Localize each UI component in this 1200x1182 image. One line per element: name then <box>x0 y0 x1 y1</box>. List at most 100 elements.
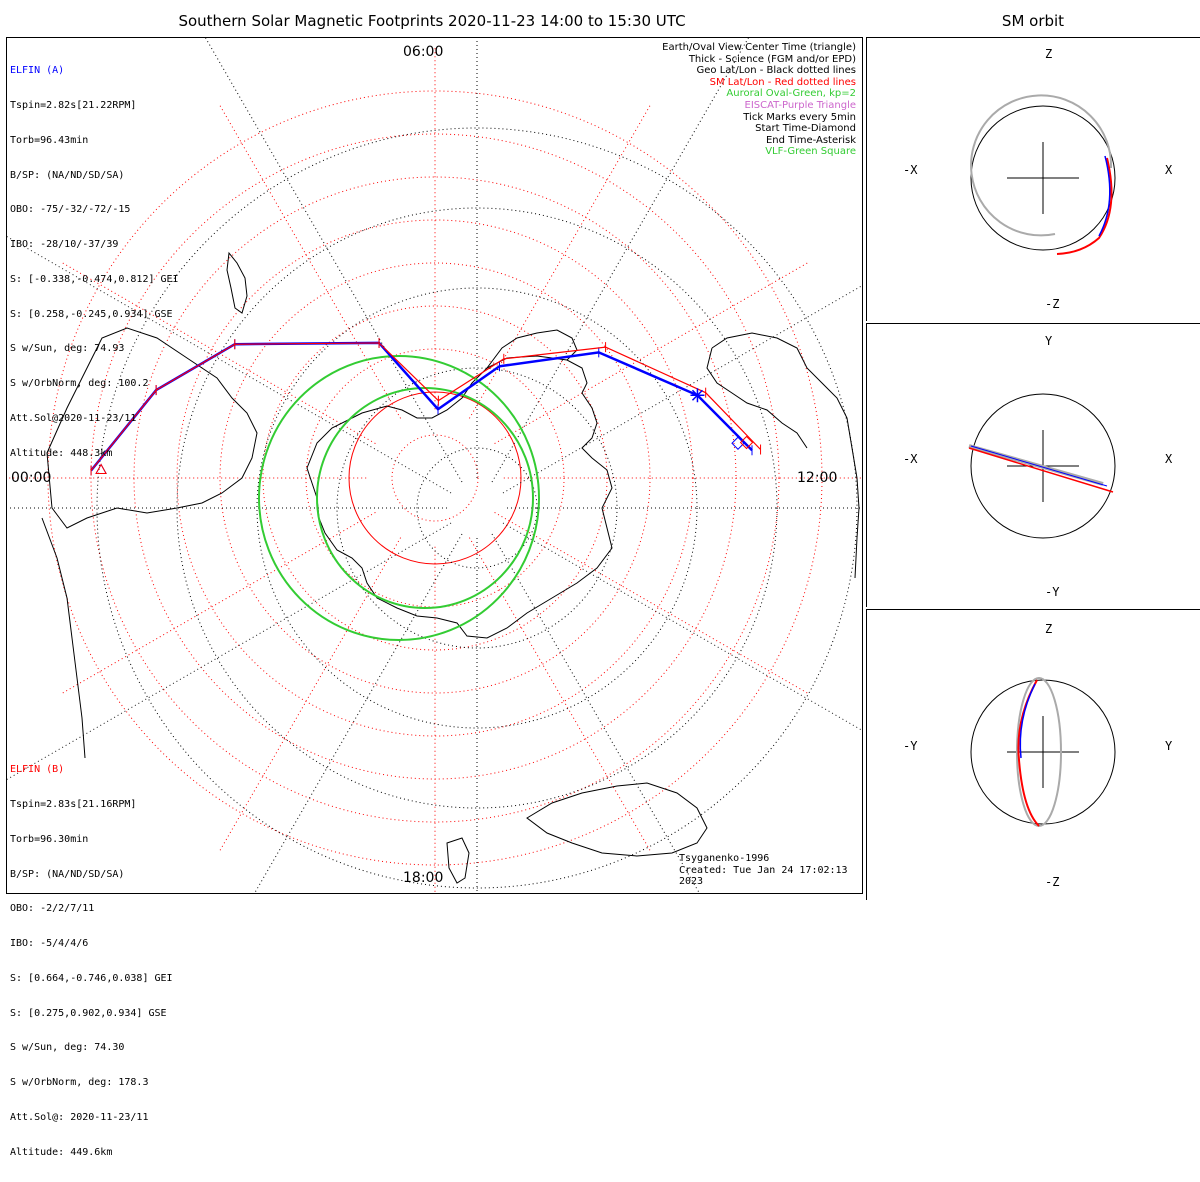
elfin-a-line: S w/OrbNorm, deg: 100.2 <box>10 378 149 390</box>
sm-latitude-circle <box>90 133 780 823</box>
xz-model-orbit <box>970 94 1113 237</box>
elfin-a-line: S w/Sun, deg: 74.93 <box>10 343 125 355</box>
elfin-b-view-triangle <box>95 463 107 474</box>
peninsula-coast <box>486 329 578 369</box>
elfin-a-line: Torb=96.43min <box>10 134 89 146</box>
geo-latitude-circle <box>416 447 538 569</box>
model-name: Tsyganenko-1996 <box>679 853 770 865</box>
xz-tick-z: Z <box>1045 47 1052 61</box>
antarctica-coast <box>306 355 613 639</box>
credits: Tsyganenko-1996 Created: Tue Jan 24 17:0… <box>679 853 862 888</box>
sm-orbit-xy-plot: Y -Y -X X <box>903 334 1173 599</box>
legend-item: Start Time-Diamond <box>755 123 856 135</box>
geo-grid <box>7 38 862 893</box>
sm-longitude-line <box>494 511 808 694</box>
elfin-b-line: S w/OrbNorm, deg: 178.3 <box>10 1077 149 1089</box>
elfin-b-info: ELFIN (B) Tspin=2.83s[21.16RPM] Torb=96.… <box>10 741 173 1182</box>
elfin-b-line: S: [0.664,-0.746,0.038] GEI <box>10 972 173 984</box>
sm-longitude-grid <box>7 48 862 893</box>
orbit-title: SM orbit <box>1001 12 1065 30</box>
auroral-oval-inner <box>316 387 534 609</box>
legend-item: Geo Lat/Lon - Black dotted lines <box>696 65 856 77</box>
elfin-b-line: B/SP: (NA/ND/SD/SA) <box>10 868 125 880</box>
yz-elfin-a-orbit <box>1019 683 1036 759</box>
elfin-b-line: Att.Sol@: 2020-11-23/11 <box>10 1112 149 1123</box>
australia-coast <box>46 327 258 529</box>
sm-orbit-xz-panel: Z -Z -X X <box>866 37 1200 321</box>
sm-latitude-circle <box>262 305 608 651</box>
polar-plot <box>7 38 862 893</box>
auroral-oval <box>258 355 540 641</box>
legend-item: Tick Marks every 5min <box>743 111 856 123</box>
sm-longitude-line <box>494 262 808 445</box>
geo-latitude-circle <box>96 127 858 889</box>
xy-elfin-a-orbit <box>970 445 1108 487</box>
legend: Earth/Oval View Center Time (triangle) T… <box>662 42 856 158</box>
xz-tick-minus-x: -X <box>903 163 918 177</box>
xy-tick-minus-x: -X <box>903 452 918 466</box>
xz-elfin-a-orbit <box>1098 155 1111 237</box>
geo-longitude-line <box>254 533 463 893</box>
elfin-b-track <box>90 342 761 471</box>
madagascar-coast <box>446 837 470 884</box>
elfin-a-line: Altitude: 448.3km <box>10 447 113 459</box>
elfin-b-line: IBO: -5/4/4/6 <box>10 938 89 950</box>
sm-latitude-circle <box>176 219 694 737</box>
geo-latitude-circle <box>176 207 778 809</box>
elfin-a-line: Tspin=2.82s[21.22RPM] <box>10 99 137 111</box>
africa-coast <box>526 782 708 857</box>
geo-latitude-circle <box>336 367 618 649</box>
sm-latitude-circle <box>391 434 479 522</box>
elfin-a-line: IBO: -28/10/-37/39 <box>10 239 119 251</box>
xz-tick-minus-z: -Z <box>1045 297 1059 311</box>
footprint-map-panel: ELFIN (A) Tspin=2.82s[21.22RPM] Torb=96.… <box>6 37 863 1158</box>
sm-orbit-xz-plot: Z -Z -X X <box>903 47 1173 311</box>
patagonia-coast <box>706 347 808 449</box>
xy-tick-y: Y <box>1045 334 1053 348</box>
sm-latitude-circle <box>348 391 522 565</box>
elfin-a-start-diamond <box>731 436 745 450</box>
yz-tick-z: Z <box>1045 622 1052 636</box>
legend-item: EISCAT-Purple Triangle <box>744 99 857 111</box>
left-edge-coast <box>41 517 86 759</box>
yz-tick-minus-z: -Z <box>1045 875 1059 889</box>
elfin-a-line: Att.Sol@2020-11-23/11 <box>10 413 137 424</box>
xz-elfin-b-orbit <box>1056 157 1113 255</box>
legend-item: Thick - Science (FGM and/or EPD) <box>688 53 856 65</box>
xy-elfin-b-orbit <box>968 447 1114 493</box>
elfin-a-info: ELFIN (A) Tspin=2.82s[21.22RPM] Torb=96.… <box>10 42 179 483</box>
footprint-tracks <box>90 337 762 476</box>
yz-elfin-b-orbit <box>1017 679 1040 827</box>
sm-orbit-yz-panel: Z -Z -Y Y <box>866 609 1200 900</box>
legend-item: Auroral Oval-Green, kp=2 <box>726 88 856 100</box>
geo-longitude-line <box>502 522 862 731</box>
yz-tick-minus-y: -Y <box>903 739 918 753</box>
yz-tick-y: Y <box>1165 739 1173 753</box>
chart-title: Southern Solar Magnetic Footprints 2020-… <box>178 12 686 30</box>
geo-longitude-line <box>502 285 862 494</box>
sm-latitude-circle <box>47 90 823 866</box>
sm-orbit-yz-plot: Z -Z -Y Y <box>903 622 1173 889</box>
local-time-bottom: 18:00 <box>403 870 444 886</box>
elfin-a-line: B/SP: (NA/ND/SD/SA) <box>10 169 125 181</box>
local-time-left: 00:00 <box>11 470 52 486</box>
elfin-a-end-asterisk <box>690 388 705 403</box>
local-time-right: 12:00 <box>797 470 838 486</box>
sm-latitude-circle <box>219 262 651 694</box>
geo-latitude-circle <box>256 287 698 729</box>
sm-orbit-xy-panel: Y -Y -X X <box>866 323 1200 607</box>
elfin-a-line: OBO: -75/-32/-72/-15 <box>10 204 131 216</box>
geo-longitude-line <box>491 533 700 893</box>
legend-item: SM Lat/Lon - Red dotted lines <box>709 76 856 88</box>
elfin-b-line: Tspin=2.83s[21.16RPM] <box>10 798 137 810</box>
sm-latitude-circle <box>133 176 737 780</box>
local-time-top: 06:00 <box>403 44 444 60</box>
elfin-b-start-diamond <box>739 435 754 450</box>
created-timestamp: Created: Tue Jan 24 17:02:13 2023 <box>679 864 848 888</box>
coastlines <box>41 251 860 884</box>
xz-tick-x: X <box>1165 163 1173 177</box>
south-america-coast <box>711 332 860 579</box>
new-zealand-coast <box>226 251 248 314</box>
xy-tick-x: X <box>1165 452 1173 466</box>
elfin-b-line: OBO: -2/2/7/11 <box>10 903 95 915</box>
